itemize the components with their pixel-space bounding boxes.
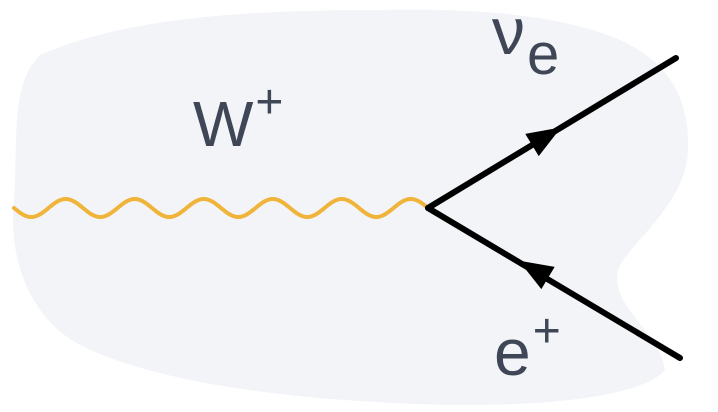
positron-label: e+ [494, 305, 561, 389]
positron-label-sup: + [533, 305, 561, 358]
neutrino-label-base: ν [492, 0, 525, 68]
neutrino-label-sub: e [527, 22, 559, 87]
w-boson-label-sup: + [255, 76, 283, 129]
w-boson-wavy-line [12, 197, 430, 219]
positron-label-base: e [494, 315, 531, 389]
positron-line [425, 205, 683, 361]
w-boson-label-base: W [193, 88, 254, 160]
w-boson-label: W+ [193, 76, 283, 160]
background-blob [13, 9, 689, 405]
neutrino-label: νe [492, 0, 559, 87]
neutrino-arrow-icon [525, 127, 562, 157]
positron-arrow-icon [518, 260, 555, 290]
